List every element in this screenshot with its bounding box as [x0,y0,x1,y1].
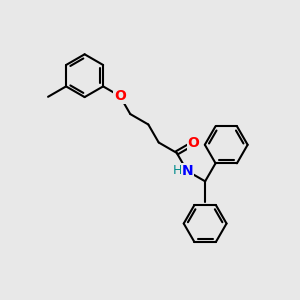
Text: H: H [172,164,182,177]
Text: O: O [114,89,126,103]
Text: O: O [188,136,200,150]
Text: N: N [181,164,193,178]
